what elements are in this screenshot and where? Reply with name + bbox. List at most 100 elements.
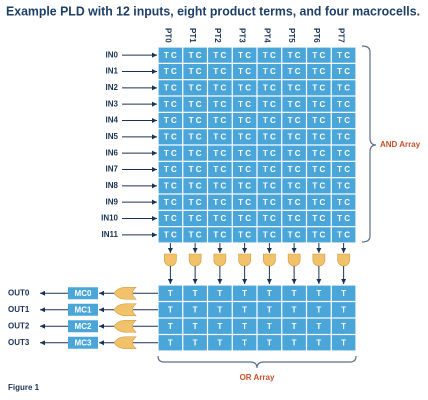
or-cell-label: T [193, 322, 198, 331]
or-cell-label: T [168, 338, 173, 347]
and-cell-label: T C [238, 51, 251, 60]
and-cell [183, 112, 207, 129]
and-cell [158, 129, 183, 145]
macrocell-label: MC1 [75, 305, 92, 314]
and-cell [232, 161, 257, 178]
and-cell-label: T C [164, 100, 177, 109]
and-cell [232, 129, 257, 145]
and-cell [257, 178, 282, 194]
and-cell [232, 80, 257, 96]
or-cell [158, 285, 183, 301]
or-gate [113, 319, 137, 333]
or-gate [113, 303, 137, 317]
and-cell [183, 161, 207, 178]
or-cell [183, 335, 207, 351]
and-cell [307, 96, 331, 112]
or-cell [232, 285, 257, 301]
column-label: PT7 [337, 28, 346, 43]
and-cell-label: T C [337, 214, 350, 223]
column-label: PT4 [262, 28, 271, 43]
or-cell [183, 318, 207, 334]
and-cell-label: T C [189, 165, 202, 174]
and-cell-label: T C [337, 116, 350, 125]
or-cell-label: T [316, 305, 321, 314]
and-cell-label: T C [263, 149, 276, 158]
or-cell-label: T [168, 289, 173, 298]
or-cell [158, 302, 183, 318]
and-cell-label: T C [288, 132, 301, 141]
and-gate [238, 253, 251, 267]
or-cell-label: T [292, 322, 297, 331]
or-cell-label: T [341, 322, 346, 331]
macrocell [68, 287, 98, 300]
or-cell [282, 318, 306, 334]
input-label: IN1 [106, 67, 119, 76]
and-cell [331, 80, 356, 96]
and-cell [257, 112, 282, 129]
and-cell [208, 161, 232, 178]
column-label: PT5 [287, 28, 296, 43]
and-cell [183, 210, 207, 227]
or-cell [232, 318, 257, 334]
or-cell [257, 318, 282, 334]
and-cell-label: T C [288, 100, 301, 109]
and-cell [307, 47, 331, 63]
and-cell [232, 47, 257, 63]
output-label: OUT1 [8, 305, 30, 314]
and-cell-label: T C [312, 83, 325, 92]
and-cell-label: T C [312, 132, 325, 141]
or-cell-label: T [316, 289, 321, 298]
and-cell [232, 210, 257, 227]
and-cell-label: T C [288, 214, 301, 223]
or-cell-label: T [292, 289, 297, 298]
or-cell [331, 318, 356, 334]
and-cell [158, 227, 183, 243]
and-cell-label: T C [238, 100, 251, 109]
and-cell-label: T C [164, 165, 177, 174]
and-cell-label: T C [189, 51, 202, 60]
column-label: PT0 [163, 28, 172, 43]
or-cell [331, 285, 356, 301]
or-cell-label: T [267, 338, 272, 347]
or-cell-label: T [168, 305, 173, 314]
and-cell-label: T C [288, 83, 301, 92]
and-cell-label: T C [337, 181, 350, 190]
and-cell [232, 178, 257, 194]
and-cell [257, 80, 282, 96]
and-cell [158, 194, 183, 210]
or-cell-label: T [217, 338, 222, 347]
or-cell-label: T [242, 305, 247, 314]
and-cell [307, 145, 331, 161]
and-cell [257, 161, 282, 178]
or-cell-label: T [242, 289, 247, 298]
and-cell-label: T C [213, 116, 226, 125]
or-cell [282, 285, 306, 301]
and-cell-label: T C [288, 51, 301, 60]
and-cell [232, 194, 257, 210]
and-cell-label: T C [288, 181, 301, 190]
and-cell [232, 112, 257, 129]
column-label: PT2 [213, 28, 222, 43]
and-cell-label: T C [337, 230, 350, 239]
or-cell [183, 302, 207, 318]
and-cell-label: T C [238, 67, 251, 76]
and-cell [158, 178, 183, 194]
and-cell [183, 96, 207, 112]
and-cell [307, 161, 331, 178]
and-cell-label: T C [164, 83, 177, 92]
and-cell-label: T C [189, 132, 202, 141]
and-cell [331, 227, 356, 243]
and-cell [307, 129, 331, 145]
and-cell-label: T C [213, 149, 226, 158]
and-cell [183, 227, 207, 243]
and-cell [282, 178, 306, 194]
and-cell-label: T C [189, 83, 202, 92]
or-cell-label: T [193, 289, 198, 298]
and-cell [158, 112, 183, 129]
and-cell-label: T C [189, 198, 202, 207]
and-cell [183, 47, 207, 63]
and-cell [208, 96, 232, 112]
or-cell-label: T [217, 289, 222, 298]
and-cell [307, 63, 331, 80]
and-cell [282, 210, 306, 227]
